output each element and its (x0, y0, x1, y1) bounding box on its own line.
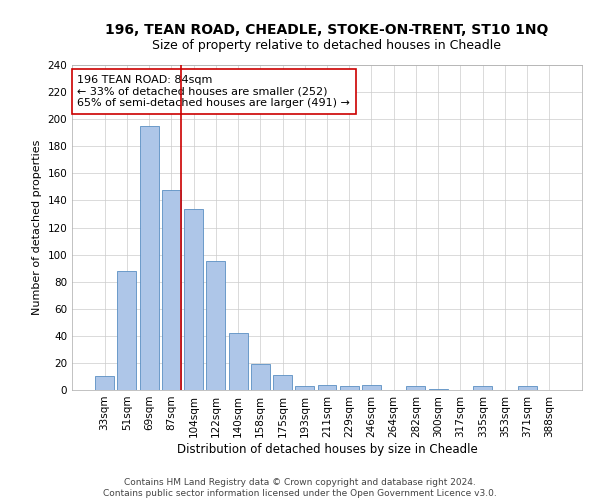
X-axis label: Distribution of detached houses by size in Cheadle: Distribution of detached houses by size … (176, 442, 478, 456)
Bar (518, 386, 536, 390)
Bar (340, 386, 359, 390)
Bar (118, 271, 136, 390)
Y-axis label: Number of detached properties: Number of detached properties (32, 140, 42, 315)
Bar (362, 384, 381, 390)
Bar (406, 386, 425, 390)
Bar (429, 388, 448, 390)
Text: Size of property relative to detached houses in Cheadle: Size of property relative to detached ho… (152, 39, 502, 52)
Bar (184, 208, 203, 390)
Text: 196 TEAN ROAD: 84sqm
← 33% of detached houses are smaller (252)
65% of semi-deta: 196 TEAN ROAD: 84sqm ← 33% of detached h… (77, 74, 350, 108)
Text: 196, TEAN ROAD, CHEADLE, STOKE-ON-TRENT, ST10 1NQ: 196, TEAN ROAD, CHEADLE, STOKE-ON-TRENT,… (106, 22, 548, 36)
Bar (206, 262, 225, 390)
Bar (140, 126, 158, 390)
Bar (162, 190, 181, 390)
Bar (95, 376, 114, 390)
Bar (229, 333, 248, 390)
Text: Contains HM Land Registry data © Crown copyright and database right 2024.
Contai: Contains HM Land Registry data © Crown c… (103, 478, 497, 498)
Bar (251, 364, 270, 390)
Bar (295, 386, 314, 390)
Bar (473, 386, 492, 390)
Bar (273, 375, 292, 390)
Bar (317, 384, 337, 390)
